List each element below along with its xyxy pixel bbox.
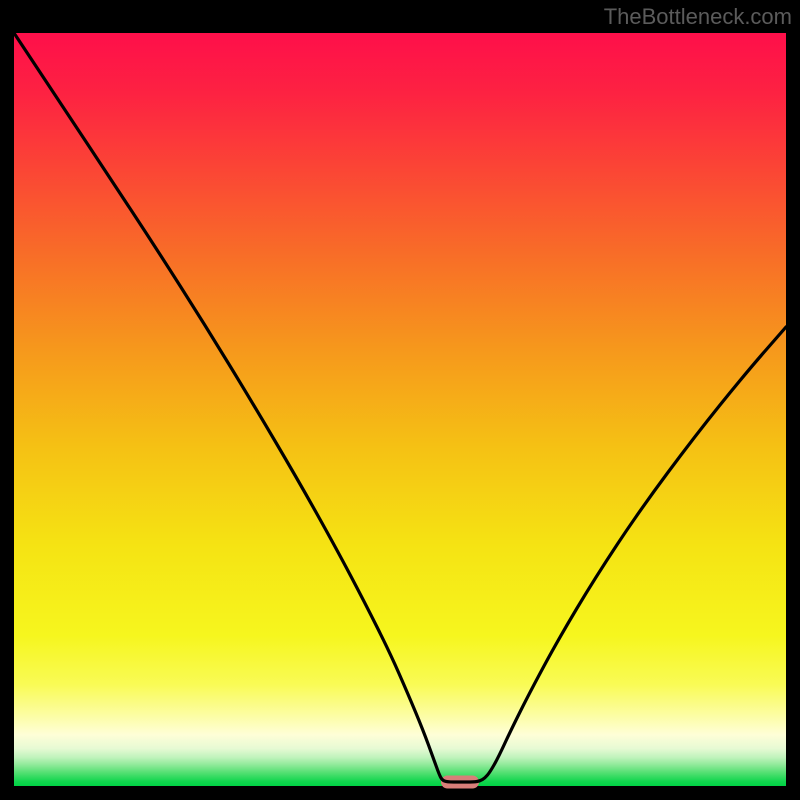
watermark-text: TheBottleneck.com [604, 4, 792, 30]
bottleneck-chart [0, 0, 800, 800]
chart-container: TheBottleneck.com [0, 0, 800, 800]
